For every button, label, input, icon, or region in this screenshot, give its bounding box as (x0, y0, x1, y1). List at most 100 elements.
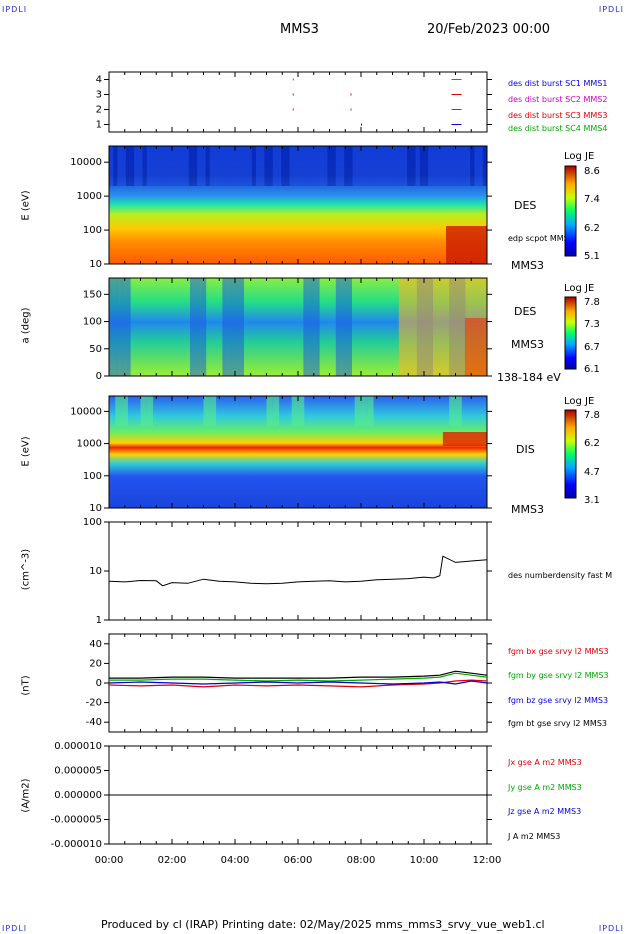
des-energy-column (470, 146, 475, 186)
des-energy-column (146, 146, 151, 186)
footer-credits: Produced by cl (IRAP) Printing date: 02/… (101, 918, 545, 931)
des-energy-column (348, 146, 353, 186)
des-energy-column (268, 146, 273, 186)
des-energy-column (394, 146, 399, 186)
cb-tick-dis-2: 6.2 (584, 438, 600, 449)
cb-title-des-pitch: Log JE (564, 283, 595, 294)
current-ytick-label: -0.000010 (51, 839, 102, 850)
dis-energy-column (203, 396, 210, 426)
des-energy-column (419, 146, 424, 186)
burst-mark (292, 108, 294, 111)
des-energy-ytick-label: 1000 (77, 191, 102, 202)
des-pitch-column (114, 278, 120, 376)
xaxis-tick-label: 10:00 (410, 855, 439, 866)
burst-legend-2: des dist burst SC2 MMS2 (508, 95, 608, 104)
des-pitch-column (308, 278, 315, 376)
des-energy-column (214, 146, 219, 186)
des-energy-column (482, 146, 487, 186)
des-energy-column (218, 146, 223, 186)
des-pitch-column (119, 278, 126, 376)
des-energy-ytick-label: 100 (83, 225, 102, 236)
des-energy-column (264, 146, 269, 186)
current-legend-j: J A m2 MMS3 (508, 832, 561, 841)
bfield-ytick-label: 40 (89, 639, 102, 650)
des-energy-hot-region (446, 226, 487, 264)
des-pitch-ytick-label: 100 (83, 317, 102, 328)
density-ytick-label: 10 (89, 566, 102, 577)
current-legend-jx: Jx gse A m2 MMS3 (508, 758, 582, 767)
side-label-des-2: edp scpot MMS3 (508, 234, 574, 243)
cb-tick-des-pitch-1: 7.8 (584, 297, 600, 308)
cb-tick-des-energy-1: 8.6 (584, 166, 600, 177)
corner-label-top-left: IPDLI (2, 5, 28, 14)
des-energy-column (117, 146, 122, 186)
des-energy-column (151, 146, 156, 186)
des-energy-column (365, 146, 370, 186)
date-title: 20/Feb/2023 00:00 (427, 22, 550, 37)
dis-energy-column (291, 396, 298, 426)
des-energy-column (230, 146, 235, 186)
des-energy-ytick-label: 10000 (70, 157, 102, 168)
corner-label-top-right: IPDLI (598, 5, 624, 14)
des-energy-column (184, 146, 189, 186)
cb-tick-des-energy-4: 5.1 (584, 251, 600, 262)
des-energy-column (142, 146, 147, 186)
des-energy-column (285, 146, 290, 186)
des-energy-column (449, 146, 454, 186)
des-energy-column (251, 146, 256, 186)
bfield-ytick-label: 20 (89, 658, 102, 669)
xaxis-tick-label: 02:00 (158, 855, 187, 866)
dis-energy-column (140, 396, 147, 426)
burst-mark (361, 123, 362, 126)
dis-energy-ytick-label: 10000 (70, 406, 102, 417)
des-pitch-column (238, 278, 244, 376)
bfield-legend-bx: fgm bx gse srvy l2 MMS3 (508, 647, 609, 656)
current-legend-jz: Jz gse A m2 MMS3 (508, 807, 582, 816)
des-energy-column (335, 146, 340, 186)
current-ytick-label: -0.000005 (51, 815, 102, 826)
des-energy-column (352, 146, 357, 186)
des-energy-column (293, 146, 298, 186)
des-energy-column (445, 146, 450, 186)
des-pitch-column (341, 278, 347, 376)
dis-colorbar (564, 409, 577, 499)
des-energy-column (361, 146, 366, 186)
des-energy-column (109, 146, 114, 186)
side-label-pitch-1: DES (514, 305, 537, 318)
des-energy-column (180, 146, 185, 186)
des-energy-column (327, 146, 332, 186)
density-ytick-label: 1 (96, 615, 102, 626)
bfield-line-4 (109, 670, 488, 679)
des-pitch-column (314, 278, 320, 376)
cb-title-des-energy: Log JE (564, 151, 595, 162)
bfield-line-2 (109, 672, 488, 682)
side-label-des-1: DES (514, 199, 537, 212)
corner-label-bottom-right: IPDLI (598, 924, 624, 933)
des-energy-column (302, 146, 307, 186)
density-ytick-label: 100 (83, 517, 102, 528)
des-energy-column (461, 146, 466, 186)
des-energy-column (193, 146, 198, 186)
bfield-ytick-label: -40 (86, 717, 102, 728)
des-energy-column (222, 146, 227, 186)
dis-energy-column (361, 396, 368, 426)
bfield-line-1 (108, 679, 488, 688)
cb-tick-des-energy-3: 6.2 (584, 223, 600, 234)
dis-energy-column (272, 396, 280, 426)
des-pitch-column (303, 278, 309, 376)
des-pitch-column (233, 278, 239, 376)
des-energy-ytick-label: 10 (89, 259, 102, 270)
side-label-dis-1: DIS (516, 443, 535, 456)
des-energy-column (466, 146, 471, 186)
burst-ytick-label: 4 (96, 75, 102, 86)
burst-panel-frame (108, 71, 488, 133)
xaxis-tick-label: 12:00 (473, 855, 502, 866)
des-energy-column (331, 146, 336, 186)
des-pitch-colorbar (564, 296, 577, 370)
des-energy-column (260, 146, 265, 186)
des-energy-column (209, 146, 214, 186)
burst-mark (350, 93, 352, 96)
dis-energy-ytick-label: 1000 (77, 439, 102, 450)
des-energy-column (432, 146, 437, 186)
